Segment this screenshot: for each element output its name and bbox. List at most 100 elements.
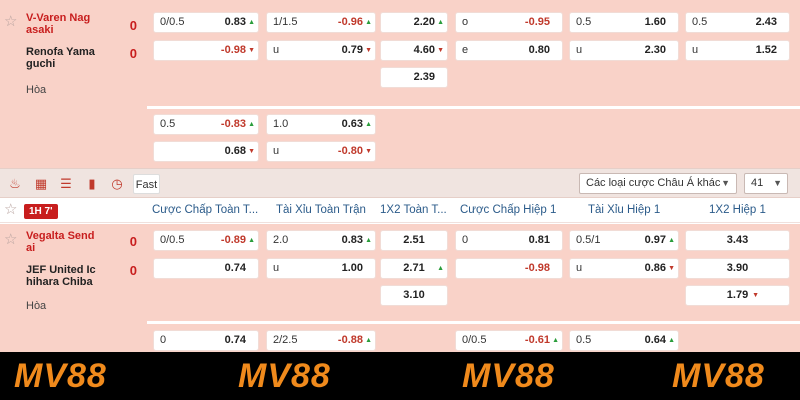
odds-cell[interactable]: 3.10 — [380, 285, 448, 306]
odds-cell[interactable]: 0/0.5 0.83 ▲ — [153, 12, 259, 33]
match-2-left-panel — [0, 224, 147, 352]
odds-value: 3.10 — [403, 289, 425, 301]
trend-up-icon: ▲ — [365, 19, 372, 26]
odds-cell[interactable]: u 2.30 — [569, 40, 679, 61]
odds-line: 1.0 — [273, 118, 289, 130]
trend-up-icon: ▲ — [248, 237, 255, 244]
odds-cell[interactable]: 1.79 ▼ — [685, 285, 790, 306]
fire-icon[interactable]: ♨ — [9, 176, 21, 191]
brand-logo-text: MV88 — [14, 357, 107, 395]
odds-line: 0/0.5 — [462, 334, 487, 346]
trend-up-icon: ▲ — [552, 337, 559, 344]
favorite-star-icon[interactable]: ☆ — [4, 201, 18, 218]
trend-up-icon: ▲ — [668, 237, 675, 244]
odds-line: 2/2.5 — [273, 334, 298, 346]
odds-cell[interactable]: 3.43 — [685, 230, 790, 251]
odds-value: 2.43 — [755, 16, 777, 28]
odds-cell[interactable]: 2.71 ▲ — [380, 258, 448, 279]
live-time-badge: 1H 7' — [24, 204, 58, 219]
bet-type-select[interactable]: Các loại cược Châu Á khác ▼ — [579, 173, 737, 194]
match-2-draw-label: Hòa — [26, 300, 47, 312]
odds-value: 0.80 — [528, 44, 550, 56]
odds-line: u — [273, 44, 280, 56]
column-header-over-under-full: Tài Xỉu Toàn Trận — [276, 204, 366, 216]
odds-line: o — [462, 16, 469, 28]
odds-value: 0.63 — [341, 118, 363, 130]
odds-cell[interactable]: 1/1.5 -0.96 ▲ — [266, 12, 376, 33]
chart-icon[interactable]: ▮ — [88, 176, 96, 191]
match-1-home-score: 0 — [129, 18, 137, 33]
odds-cell[interactable]: 0.5 -0.83 ▲ — [153, 114, 259, 135]
match-2-home-team[interactable]: Vegalta Send ai — [26, 230, 95, 254]
odds-value: 2.20 — [413, 16, 435, 28]
chevron-down-icon: ▼ — [773, 178, 782, 188]
odds-line: 0 — [462, 234, 469, 246]
odds-value: 0.64 — [644, 334, 666, 346]
odds-cell[interactable]: -0.98 ▼ — [153, 40, 259, 61]
odds-value: 0.74 — [224, 334, 246, 346]
odds-cell[interactable]: 2.39 — [380, 67, 448, 88]
odds-cell[interactable]: 2.0 0.83 ▲ — [266, 230, 376, 251]
list-icon[interactable]: ☰ — [60, 176, 72, 191]
odds-value: 0.81 — [528, 234, 550, 246]
odds-cell[interactable]: o -0.95 — [455, 12, 563, 33]
fast-button[interactable]: Fast — [133, 174, 160, 194]
odds-cell[interactable]: -0.98 — [455, 258, 563, 279]
odds-cell[interactable]: u 0.86 ▼ — [569, 258, 679, 279]
match-2-away-team[interactable]: JEF United Ic hihara Chiba — [26, 264, 96, 288]
odds-cell[interactable]: 2/2.5 -0.88 ▲ — [266, 330, 376, 351]
count-select[interactable]: 41 ▼ — [744, 173, 788, 194]
count-selected: 41 — [751, 177, 764, 189]
odds-cell[interactable]: 0.5 2.43 — [685, 12, 790, 33]
odds-line: 2.0 — [273, 234, 289, 246]
trend-up-icon: ▲ — [437, 265, 444, 272]
odds-cell[interactable]: 2.20 ▲ — [380, 12, 448, 33]
match-2-home-row: ☆ Vegalta Send ai 0 — [0, 226, 147, 262]
odds-cell[interactable]: 4.60 ▼ — [380, 40, 448, 61]
odds-cell[interactable]: 0 0.81 — [455, 230, 563, 251]
brand-watermark-bar — [0, 352, 800, 400]
odds-cell[interactable]: 1.0 0.63 ▲ — [266, 114, 376, 135]
odds-value: 0.74 — [224, 262, 246, 274]
trend-up-icon: ▲ — [365, 121, 372, 128]
odds-line: u — [576, 44, 583, 56]
odds-cell[interactable]: u 0.79 ▼ — [266, 40, 376, 61]
trend-up-icon: ▲ — [365, 337, 372, 344]
favorite-star-icon[interactable]: ☆ — [4, 231, 18, 248]
match-1-away-team[interactable]: Renofa Yama guchi — [26, 46, 95, 70]
toolbar: ♨ ▦ ☰ ▮ ◷ Fast Các loại cược Châu Á khác… — [0, 168, 800, 198]
odds-cell[interactable]: 0.5 1.60 — [569, 12, 679, 33]
odds-cell[interactable]: u 1.00 — [266, 258, 376, 279]
odds-cell[interactable]: 0/0.5 -0.89 ▲ — [153, 230, 259, 251]
odds-value: 1.79 — [726, 289, 749, 301]
match-1-left-panel — [0, 0, 147, 168]
odds-cell[interactable]: u 1.52 — [685, 40, 790, 61]
favorite-star-icon[interactable]: ☆ — [4, 13, 18, 30]
match-1-away-row: Renofa Yama guchi 0 — [0, 42, 147, 78]
odds-cell[interactable]: u -0.80 ▼ — [266, 141, 376, 162]
odds-line: 0/0.5 — [160, 16, 185, 28]
odds-cell[interactable]: 0 0.74 — [153, 330, 259, 351]
odds-cell[interactable]: 2.51 — [380, 230, 448, 251]
odds-cell[interactable]: 0.5 0.64 ▲ — [569, 330, 679, 351]
odds-cell[interactable]: e 0.80 — [455, 40, 563, 61]
grid-icon[interactable]: ▦ — [34, 176, 48, 191]
odds-value: -0.96 — [337, 16, 363, 28]
odds-cell[interactable]: 0/0.5 -0.61 ▲ — [455, 330, 563, 351]
odds-value: 1.60 — [644, 16, 666, 28]
trend-up-icon: ▲ — [437, 19, 444, 26]
odds-line: 0 — [160, 334, 167, 346]
odds-cell[interactable]: 3.90 — [685, 258, 790, 279]
odds-line: u — [692, 44, 699, 56]
odds-cell[interactable]: 0.68 ▼ — [153, 141, 259, 162]
match-1-home-team[interactable]: V-Varen Nag asaki — [26, 12, 91, 36]
odds-value: 2.39 — [413, 71, 435, 83]
odds-cell[interactable]: 0.5/1 0.97 ▲ — [569, 230, 679, 251]
odds-line: u — [273, 262, 280, 274]
trend-down-icon: ▼ — [365, 47, 372, 54]
odds-cell[interactable]: 0.74 — [153, 258, 259, 279]
odds-line: u — [273, 145, 280, 157]
column-header-1x2-half: 1X2 Hiệp 1 — [709, 204, 766, 216]
odds-value: -0.95 — [524, 16, 550, 28]
clock-icon[interactable]: ◷ — [111, 176, 123, 191]
